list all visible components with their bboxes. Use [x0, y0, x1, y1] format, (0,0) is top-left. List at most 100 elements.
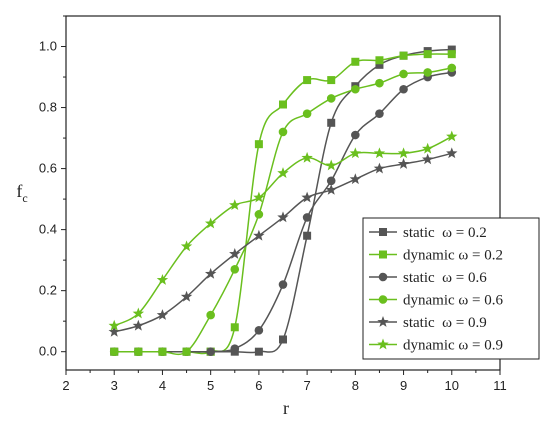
- x-axis-label: r: [283, 398, 289, 418]
- y-axis-ticks: 0.0 0.2 0.4 0.6 0.8 1.0: [39, 15, 66, 359]
- data-point-circle: [254, 326, 264, 335]
- data-point-star: [180, 240, 193, 252]
- data-point-star: [156, 309, 169, 320]
- y-tick-label: 1.0: [39, 39, 57, 54]
- data-point-star: [132, 307, 145, 319]
- legend-marker-star: [377, 316, 389, 327]
- data-point-square: [399, 51, 408, 60]
- data-point-circle: [399, 69, 408, 79]
- data-point-circle: [375, 109, 384, 118]
- x-tick-label: 11: [493, 378, 507, 393]
- y-tick-label: 0.4: [39, 222, 57, 237]
- data-point-star: [325, 159, 337, 171]
- legend-marker-circle: [378, 272, 388, 282]
- data-point-star: [349, 173, 362, 185]
- x-tick-label: 3: [111, 378, 118, 393]
- y-tick-label: 0.8: [39, 100, 57, 115]
- data-point-square: [303, 76, 312, 85]
- data-point-star: [229, 199, 241, 211]
- data-point-star: [421, 153, 434, 165]
- legend-marker-square: [379, 250, 387, 259]
- data-point-circle: [302, 213, 312, 222]
- data-point-star: [277, 167, 289, 179]
- x-tick-label: 5: [207, 378, 214, 393]
- data-point-square: [351, 57, 360, 66]
- data-point-circle: [230, 344, 240, 353]
- data-point-circle: [158, 347, 167, 356]
- y-tick-label: 0.2: [39, 283, 57, 298]
- y-axis-label-main: f: [16, 181, 22, 201]
- data-point-square: [375, 56, 384, 65]
- data-point-square: [303, 231, 312, 240]
- data-point-circle: [278, 127, 288, 137]
- series-layer: [108, 45, 458, 356]
- legend-item: static ω = 0.6: [369, 270, 487, 286]
- data-point-square: [279, 100, 287, 109]
- data-point-star: [325, 183, 337, 195]
- legend: static ω = 0.2 dynamic ω = 0.2 static ω = …: [362, 217, 540, 360]
- legend-box: [362, 217, 540, 360]
- legend-marker-circle: [378, 295, 388, 304]
- data-point-star: [253, 229, 265, 241]
- data-point-star: [132, 319, 145, 331]
- data-point-circle: [278, 280, 288, 289]
- legend-label: static ω = 0.2: [403, 225, 487, 241]
- x-tick-label: 7: [303, 378, 310, 393]
- data-point-circle: [351, 130, 360, 140]
- data-point-star: [108, 319, 120, 331]
- data-point-circle: [423, 68, 432, 77]
- x-tick-label: 10: [445, 378, 459, 393]
- data-point-square: [447, 50, 456, 59]
- data-point-star: [204, 217, 217, 229]
- legend-item: dynamic ω = 0.2: [369, 248, 503, 264]
- data-point-circle: [399, 84, 408, 94]
- data-point-circle: [447, 63, 457, 73]
- data-point-star: [229, 248, 241, 259]
- data-point-circle: [134, 347, 143, 356]
- data-point-star: [397, 158, 410, 169]
- data-point-circle: [375, 78, 384, 88]
- data-point-star: [277, 211, 289, 223]
- x-tick-label: 8: [352, 378, 359, 393]
- data-point-square: [327, 76, 336, 85]
- data-point-square: [375, 60, 384, 69]
- data-point-star: [204, 267, 217, 279]
- x-axis-ticks: 2 3 4 5 6 7 8 9 10 11: [62, 370, 507, 393]
- data-point-star: [373, 147, 386, 159]
- y-axis-label-subscript: c: [22, 191, 27, 205]
- data-point-circle: [326, 94, 336, 103]
- series-6: [108, 130, 458, 331]
- data-point-square: [254, 347, 263, 356]
- data-point-star: [108, 325, 120, 337]
- legend-label: dynamic ω = 0.9: [403, 338, 503, 354]
- legend-label: dynamic ω = 0.2: [403, 248, 503, 264]
- data-point-square: [230, 323, 239, 332]
- y-tick-label: 0.6: [39, 161, 57, 176]
- legend-label: static ω = 0.9: [403, 315, 487, 331]
- data-point-star: [446, 130, 458, 142]
- legend-label: static ω = 0.6: [403, 270, 487, 286]
- data-point-star: [253, 191, 265, 203]
- data-point-star: [446, 147, 458, 159]
- data-point-star: [349, 147, 362, 159]
- data-point-star: [397, 147, 410, 159]
- data-point-star: [301, 191, 313, 203]
- legend-item: static ω = 0.2: [369, 225, 487, 241]
- data-point-star: [156, 273, 169, 285]
- series-5: [108, 147, 458, 337]
- data-point-star: [301, 151, 313, 163]
- x-tick-label: 6: [255, 378, 262, 393]
- data-point-square: [279, 335, 287, 344]
- legend-item: dynamic ω = 0.6: [369, 293, 503, 309]
- data-point-star: [373, 162, 386, 174]
- legend-marker-square: [379, 228, 387, 236]
- data-point-circle: [206, 310, 215, 320]
- data-point-circle: [182, 347, 191, 356]
- data-point-circle: [206, 347, 215, 356]
- data-point-star: [180, 290, 193, 302]
- legend-label: dynamic ω = 0.6: [403, 293, 503, 309]
- data-point-star: [421, 142, 434, 154]
- x-tick-label: 2: [62, 378, 69, 393]
- data-point-square: [423, 50, 432, 59]
